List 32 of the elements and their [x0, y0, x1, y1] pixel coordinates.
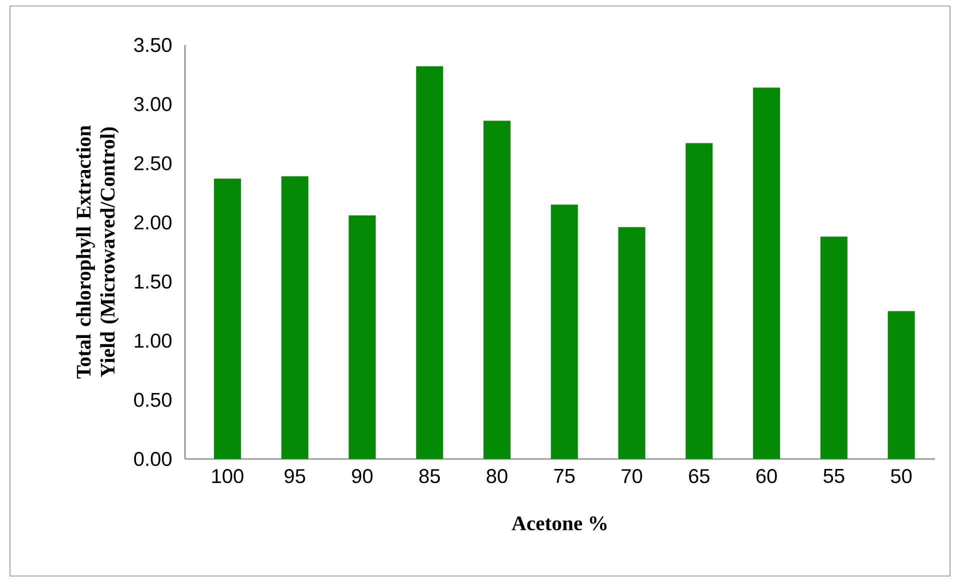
y-tick-label: 1.50 [134, 274, 172, 289]
y-tick-label: 3.00 [134, 97, 172, 112]
x-tick-label: 65 [689, 469, 710, 484]
bar [820, 236, 848, 459]
x-tick-label: 85 [419, 469, 440, 484]
bar [888, 311, 915, 459]
x-tick-label: 55 [824, 469, 844, 483]
x-tick-label: 50 [890, 469, 912, 484]
x-tick-label: 90 [352, 469, 373, 484]
bar [753, 88, 780, 459]
bar [484, 120, 510, 459]
x-axis-title: Acetone % [512, 516, 607, 530]
y-tick-label: 0.50 [134, 392, 172, 407]
x-tick-label: 95 [284, 469, 306, 484]
y-tick-label: 3.50 [134, 38, 172, 52]
x-tick-label: 70 [622, 469, 642, 484]
bar [618, 227, 646, 459]
bar [550, 204, 578, 459]
y-tick-label: 1.00 [134, 334, 172, 348]
y-axis-title: Total chlorophyll Extraction Yield (Microwaved/Control) [76, 125, 119, 379]
bar [281, 176, 308, 459]
bar [214, 178, 241, 459]
y-tick-label: 2.50 [134, 156, 172, 170]
y-tick-label: 2.00 [134, 215, 172, 230]
y-tick-label: 0.00 [134, 452, 172, 466]
bar [348, 215, 376, 459]
x-tick-label: 60 [756, 469, 777, 484]
x-tick-label: 75 [554, 469, 575, 483]
bar [416, 66, 444, 459]
bar [686, 143, 713, 459]
x-tick-label: 80 [486, 469, 508, 484]
x-tick-label: 100 [212, 469, 244, 484]
